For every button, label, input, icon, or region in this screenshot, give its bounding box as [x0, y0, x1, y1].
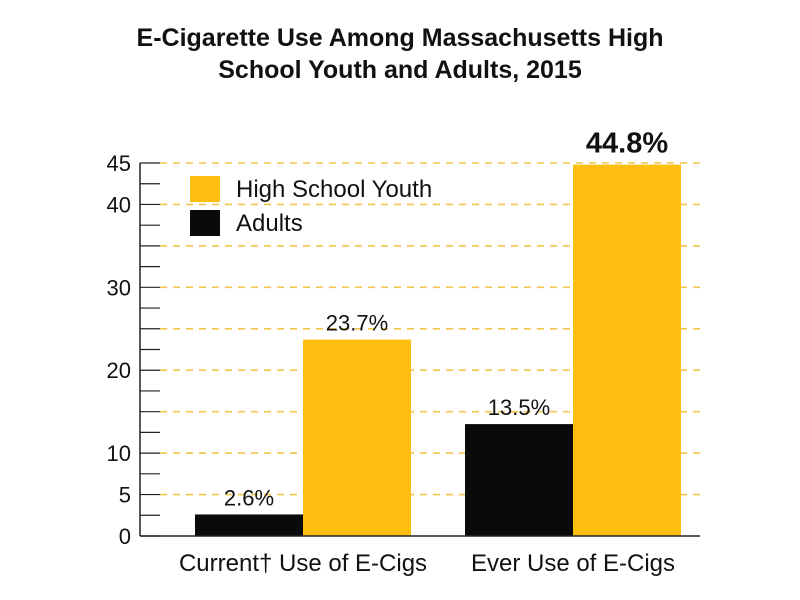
- legend-label: High School Youth: [236, 176, 432, 203]
- y-tick-label: 40: [107, 192, 131, 217]
- y-tick-label: 5: [119, 483, 131, 508]
- legend-swatch: [190, 176, 220, 202]
- y-tick-label: 0: [119, 524, 131, 549]
- data-label: 44.8%: [586, 128, 668, 160]
- y-tick-label: 10: [107, 441, 131, 466]
- youth-bar: [303, 339, 411, 536]
- adults-bar: [195, 514, 303, 536]
- y-tick-label: 30: [107, 275, 131, 300]
- data-label: 2.6%: [224, 485, 274, 510]
- y-tick-label: 20: [107, 358, 131, 383]
- data-label: 13.5%: [488, 395, 550, 420]
- legend-swatch: [190, 210, 220, 236]
- y-tick-label: 45: [107, 151, 131, 176]
- adults-bar: [465, 424, 573, 536]
- category-label: Current† Use of E-Cigs: [179, 550, 427, 577]
- legend-label: Adults: [236, 210, 303, 237]
- category-label: Ever Use of E-Cigs: [471, 550, 675, 577]
- chart-title: E-Cigarette Use Among Massachusetts High…: [0, 22, 800, 86]
- chart-title-line-1: E-Cigarette Use Among Massachusetts High: [136, 24, 664, 52]
- youth-bar: [573, 164, 681, 536]
- chart-title-line-2: School Youth and Adults, 2015: [218, 56, 582, 84]
- data-label: 23.7%: [326, 311, 388, 336]
